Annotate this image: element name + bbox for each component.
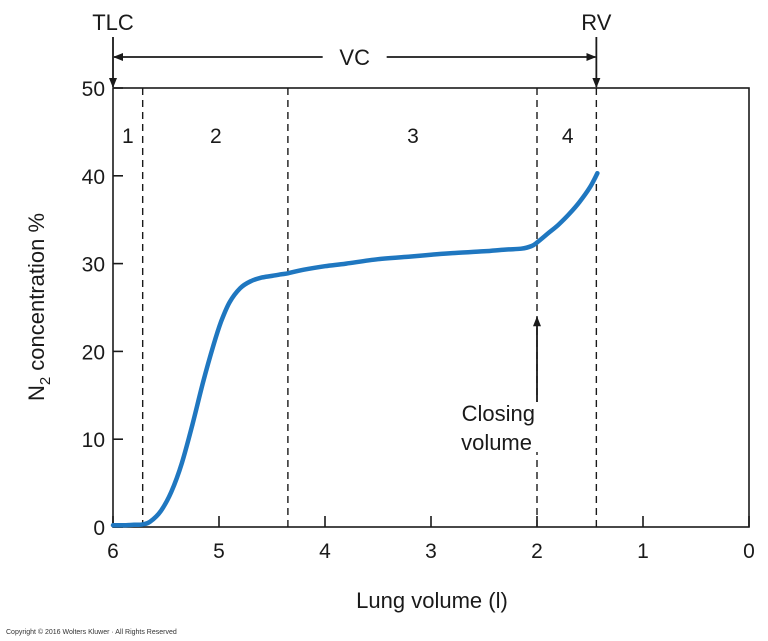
y-axis-title: N2 concentration % xyxy=(24,213,54,401)
y-axis-title-main: N xyxy=(24,385,49,401)
phase-boundaries: 1 2 3 4 xyxy=(122,88,598,527)
phase-label: 4 xyxy=(562,125,574,148)
x-tick-label: 0 xyxy=(743,540,755,563)
tlc-label: TLC xyxy=(92,10,134,35)
x-tick-label: 3 xyxy=(425,540,437,563)
phase-label: 2 xyxy=(210,125,222,148)
phase-label: 1 xyxy=(122,125,134,148)
phase-label: 3 xyxy=(407,125,419,148)
y-axis-title-rest: concentration % xyxy=(24,213,49,377)
copyright-notice: Copyright © 2016 Wolters Kluwer · All Ri… xyxy=(6,629,177,636)
y-tick-label: 20 xyxy=(82,341,105,364)
closing-volume-label-backdrop xyxy=(533,400,541,452)
y-tick-label: 0 xyxy=(93,517,105,540)
x-axis-title: Lung volume (l) xyxy=(356,588,508,613)
x-tick-label: 4 xyxy=(319,540,331,563)
y-tick-label: 40 xyxy=(82,166,105,189)
closing-volume-label-line2: volume xyxy=(461,430,532,455)
y-axis-title-subscript: 2 xyxy=(37,377,54,385)
series-layer xyxy=(110,170,600,528)
n2-concentration-line xyxy=(110,170,600,528)
plot-frame xyxy=(112,87,750,528)
y-tick-label: 30 xyxy=(82,254,105,277)
x-tick-label: 5 xyxy=(213,540,225,563)
x-tick-label: 2 xyxy=(531,540,543,563)
vc-label: VC xyxy=(339,45,370,70)
annotations: TLC RV VC Closing volume xyxy=(92,10,612,455)
x-tick-label: 6 xyxy=(107,540,119,563)
closing-volume-label-line1: Closing xyxy=(462,401,535,426)
y-tick-label: 10 xyxy=(82,429,105,452)
plot-border xyxy=(112,87,750,528)
x-tick-label: 1 xyxy=(637,540,649,563)
rv-label: RV xyxy=(581,10,611,35)
y-tick-label: 50 xyxy=(82,78,105,101)
